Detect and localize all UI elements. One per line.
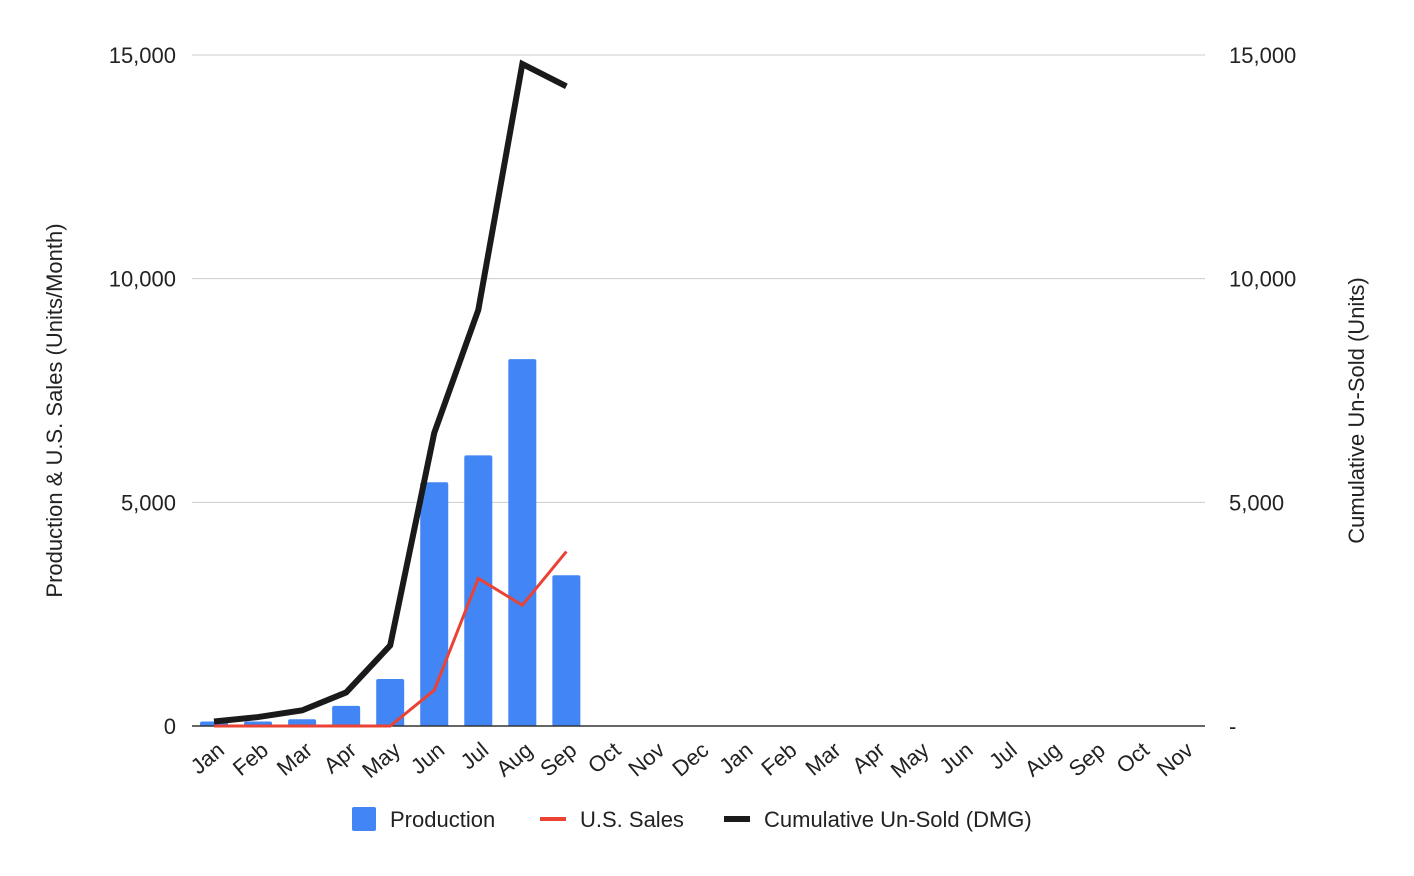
x-tick-label: May: [357, 737, 405, 783]
production-bar: [332, 705, 361, 726]
x-tick-label: Mar: [272, 737, 317, 781]
production-bar: [420, 482, 449, 726]
x-tick-label: Aug: [1020, 737, 1066, 781]
x-tick-label: Jun: [406, 737, 449, 779]
left-y-tick-label: 0: [164, 714, 176, 739]
production-bar: [464, 455, 493, 726]
legend-swatch-cumulative: [724, 816, 750, 822]
left-y-tick-label: 5,000: [121, 490, 176, 515]
left-y-tick-label: 15,000: [109, 43, 176, 68]
production-bars: [200, 359, 581, 726]
production-bar: [508, 359, 537, 726]
legend-label: Production: [390, 807, 495, 832]
x-tick-label: Jun: [934, 737, 977, 779]
left-y-axis-title: Production & U.S. Sales (Units/Month): [42, 223, 67, 597]
x-tick-label: Feb: [756, 737, 801, 781]
production-bar: [376, 679, 405, 726]
right-y-tick-label: 5,000: [1229, 490, 1284, 515]
us-sales-line: [214, 550, 568, 728]
x-tick-label: Nov: [1152, 737, 1198, 781]
cumulative-unsold-line: [213, 59, 568, 725]
x-tick-label: Aug: [491, 737, 537, 781]
right-y-tick-label: 10,000: [1229, 267, 1296, 292]
production-bar: [552, 575, 581, 726]
right-y-tick-label: 15,000: [1229, 43, 1296, 68]
right-y-axis-ticks: - 5,000 10,000 15,000: [1229, 43, 1296, 739]
x-tick-label: Jul: [984, 737, 1022, 774]
right-y-tick-label: -: [1229, 714, 1236, 739]
left-y-tick-label: 10,000: [109, 267, 176, 292]
legend-label: Cumulative Un-Sold (DMG): [764, 807, 1032, 832]
x-tick-label: Jan: [714, 737, 757, 779]
production-bar: [288, 719, 317, 726]
x-tick-label: Oct: [583, 737, 625, 778]
x-tick-label: Sep: [1064, 737, 1110, 781]
x-tick-label: Mar: [800, 737, 845, 781]
x-tick-label: Oct: [1112, 737, 1154, 778]
legend-label: U.S. Sales: [580, 807, 684, 832]
right-y-axis-title: Cumulative Un-Sold (Units): [1344, 277, 1369, 544]
left-y-axis-ticks: 0 5,000 10,000 15,000: [109, 43, 176, 739]
gridlines: [192, 54, 1205, 503]
x-tick-label: Jan: [186, 737, 229, 779]
x-tick-label: Apr: [847, 737, 889, 778]
legend-swatch-production: [352, 807, 376, 831]
x-tick-label: May: [886, 737, 934, 783]
x-tick-label: Dec: [667, 737, 713, 781]
x-tick-label: Sep: [535, 737, 581, 781]
x-tick-label: Jul: [456, 737, 494, 774]
x-tick-label: Feb: [228, 737, 273, 781]
legend: Production U.S. Sales Cumulative Un-Sold (…: [352, 807, 1032, 832]
x-tick-label: Nov: [623, 737, 669, 781]
legend-swatch-us-sales: [540, 817, 566, 821]
x-tick-label: Apr: [319, 737, 361, 778]
